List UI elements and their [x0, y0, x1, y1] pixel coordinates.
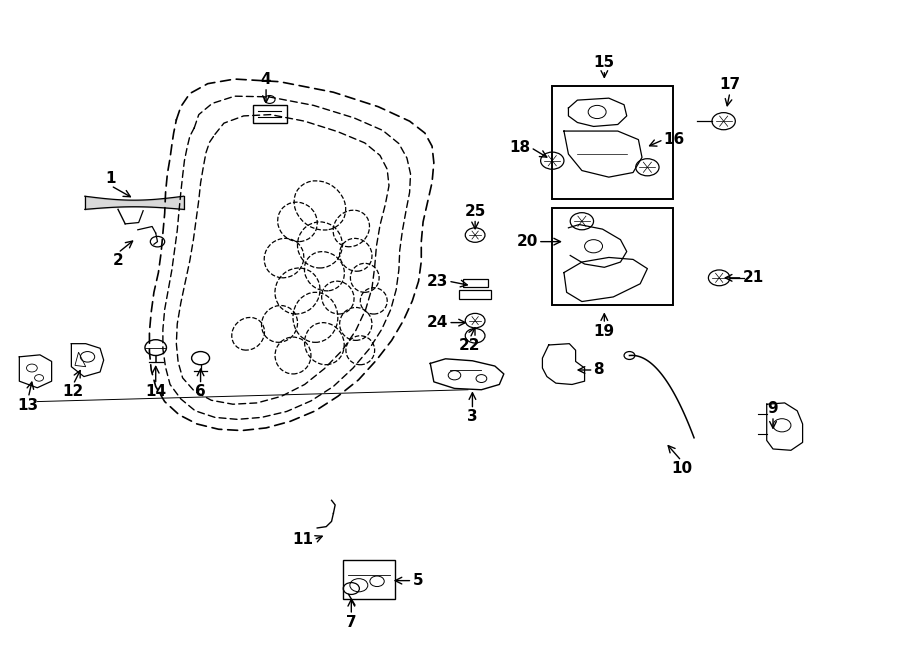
Text: 17: 17	[719, 77, 741, 93]
Text: 2: 2	[112, 253, 123, 268]
Text: 18: 18	[509, 140, 531, 155]
Text: 19: 19	[594, 324, 615, 339]
Text: 8: 8	[594, 362, 604, 377]
Text: 16: 16	[663, 132, 685, 147]
Text: 21: 21	[742, 270, 764, 286]
Text: 15: 15	[594, 55, 615, 70]
Text: 5: 5	[412, 573, 423, 588]
Bar	[553, 86, 673, 199]
Text: 6: 6	[195, 385, 206, 399]
Bar	[459, 290, 491, 299]
Text: 20: 20	[517, 234, 538, 249]
Text: 10: 10	[670, 461, 692, 476]
Text: 1: 1	[105, 171, 116, 186]
Text: 25: 25	[464, 204, 486, 219]
Text: 14: 14	[145, 385, 166, 399]
Text: 3: 3	[467, 409, 478, 424]
Text: 4: 4	[261, 72, 272, 87]
Text: 23: 23	[427, 274, 448, 289]
Bar	[343, 560, 395, 599]
Text: 9: 9	[768, 401, 778, 416]
Text: 7: 7	[346, 615, 356, 630]
Text: 22: 22	[459, 338, 481, 354]
Bar	[553, 208, 673, 305]
Text: 13: 13	[18, 398, 39, 412]
Bar	[253, 104, 287, 123]
Text: 11: 11	[292, 532, 313, 547]
Bar	[463, 279, 488, 287]
Text: 12: 12	[62, 385, 84, 399]
Text: 24: 24	[427, 315, 448, 330]
